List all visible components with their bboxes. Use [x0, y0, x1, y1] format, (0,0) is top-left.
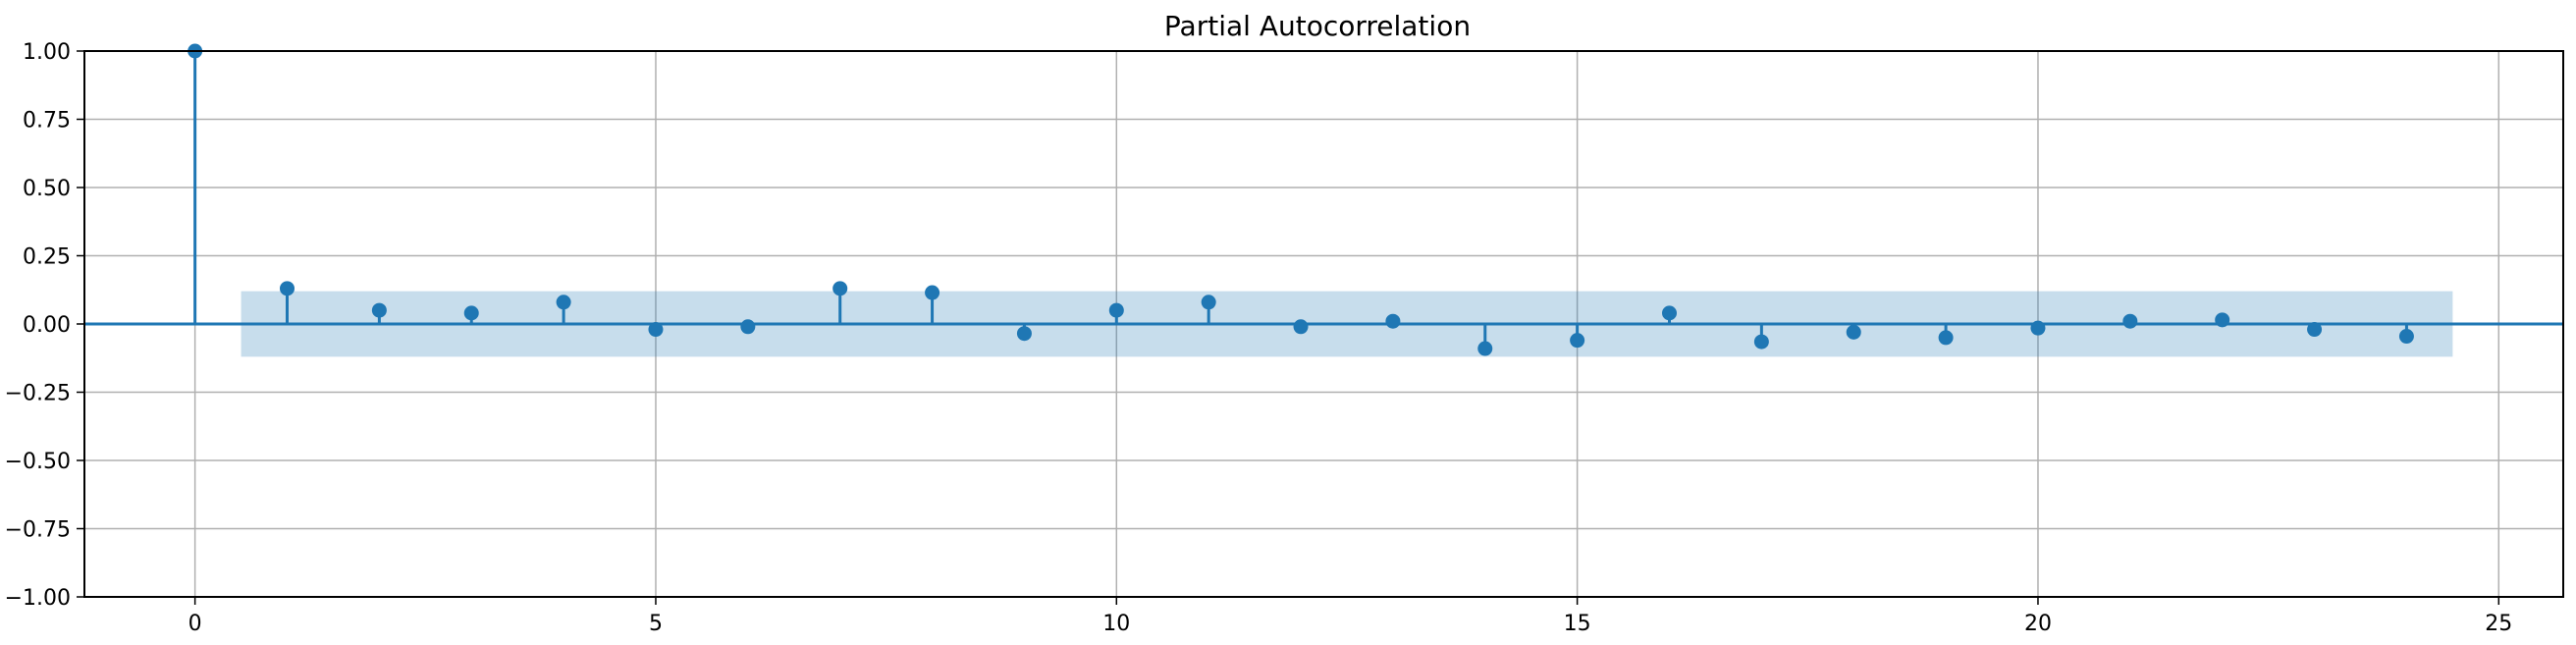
- pacf-point-lag-1: [280, 281, 295, 296]
- y-tick-label: 0.00: [23, 313, 71, 338]
- x-tick-label: 10: [1102, 612, 1130, 636]
- pacf-point-lag-23: [2307, 322, 2323, 338]
- pacf-point-lag-24: [2398, 329, 2414, 345]
- y-tick-label: −0.75: [5, 518, 71, 543]
- pacf-point-lag-11: [1201, 295, 1216, 310]
- pacf-point-lag-6: [740, 319, 756, 335]
- chart-title: Partial Autocorrelation: [1164, 10, 1471, 42]
- pacf-point-lag-3: [463, 305, 479, 321]
- pacf-point-lag-8: [925, 285, 940, 300]
- pacf-point-lag-19: [1938, 330, 1954, 346]
- y-tick-label: 0.50: [23, 177, 71, 201]
- y-tick-label: 1.00: [23, 40, 71, 65]
- pacf-point-lag-12: [1293, 319, 1309, 335]
- pacf-point-lag-13: [1385, 313, 1401, 329]
- pacf-point-lag-16: [1661, 305, 1677, 321]
- x-tick-label: 0: [188, 612, 202, 636]
- pacf-point-lag-18: [1846, 324, 1861, 340]
- pacf-point-lag-15: [1570, 333, 1585, 349]
- pacf-point-lag-10: [1108, 302, 1124, 318]
- pacf-point-lag-21: [2122, 313, 2138, 329]
- pacf-point-lag-17: [1753, 334, 1769, 349]
- x-tick-label: 15: [1564, 612, 1591, 636]
- x-tick-label: 20: [2024, 612, 2052, 636]
- pacf-point-lag-20: [2030, 320, 2046, 336]
- x-tick-label: 25: [2485, 612, 2512, 636]
- y-tick-label: 0.75: [23, 109, 71, 134]
- pacf-point-lag-9: [1016, 326, 1032, 342]
- ticks-layer: 0 5 10 15 20 25 1.00 0.75 0.50 0.25 0.00 −0.25 −0.50…: [5, 40, 2513, 636]
- pacf-point-lag-4: [556, 295, 571, 310]
- pacf-point-lag-22: [2215, 312, 2230, 328]
- pacf-point-lag-7: [832, 281, 848, 296]
- x-tick-label: 5: [649, 612, 663, 636]
- markers-layer: [188, 43, 2414, 356]
- pacf-point-lag-2: [371, 302, 387, 318]
- y-tick-label: 0.25: [23, 245, 71, 270]
- pacf-point-lag-5: [648, 322, 664, 338]
- y-tick-label: −1.00: [5, 586, 71, 611]
- pacf-point-lag-14: [1477, 341, 1493, 356]
- y-tick-label: −0.25: [5, 382, 71, 406]
- y-tick-label: −0.50: [5, 450, 71, 474]
